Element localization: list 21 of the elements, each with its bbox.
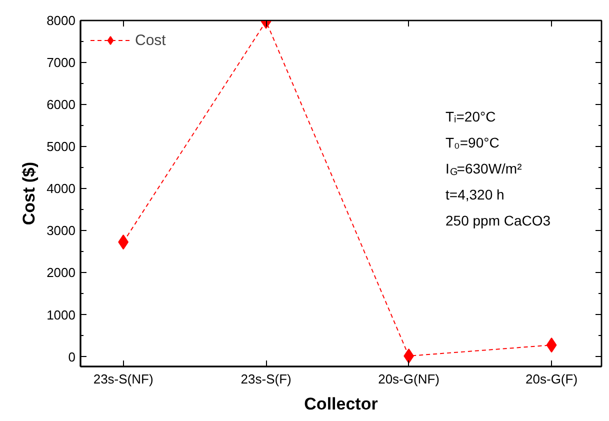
y-tick-label: 5000 [46, 139, 76, 154]
y-tick-label: 6000 [46, 97, 76, 112]
y-tick-label: 4000 [46, 181, 76, 196]
y-tick-label: 2000 [46, 265, 76, 280]
annotation: Tᵢ=20°C [446, 108, 496, 124]
annotation: T₀=90°C [446, 134, 500, 150]
annotation: t=4,320 h [446, 186, 504, 202]
legend-label: Cost [135, 32, 166, 48]
y-tick-label: 8000 [46, 13, 76, 28]
x-axis-title: Collector [304, 394, 378, 414]
y-tick-label: 7000 [46, 55, 76, 70]
x-tick-label: 23s-S(F) [240, 372, 292, 386]
annotation: 250 ppm CaCO3 [446, 212, 551, 228]
x-tick-label: 20s-G(NF) [378, 372, 440, 386]
y-tick-label: 3000 [46, 223, 76, 238]
y-tick-label: 1000 [46, 307, 76, 322]
y-axis-title: Cost ($) [20, 162, 39, 226]
point [546, 338, 557, 353]
x-tick-label: 20s-G(F) [526, 372, 578, 386]
x-tick-label: 23s-S(NF) [93, 372, 154, 386]
y-tick-label: 0 [68, 349, 76, 364]
